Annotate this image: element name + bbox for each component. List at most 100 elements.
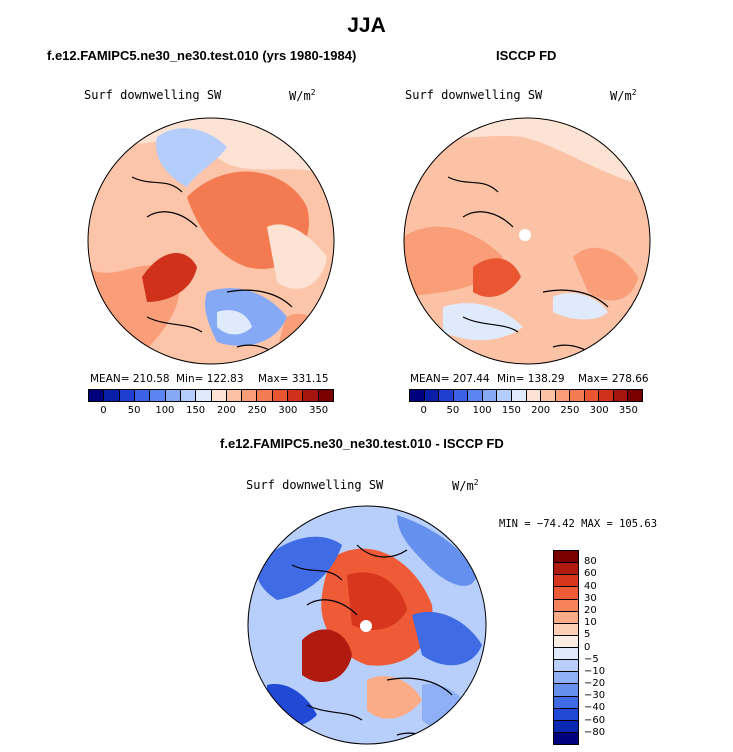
colorbar-tick-label: 250 xyxy=(247,405,267,416)
colorbar-tick-label: 10 xyxy=(584,617,597,629)
colorbar-swatch xyxy=(134,390,151,401)
colorbar-tick-label: 300 xyxy=(589,405,609,416)
panel1-map xyxy=(87,117,335,365)
colorbar-tick-label: 100 xyxy=(472,405,492,416)
colorbar-swatch xyxy=(554,623,578,636)
colorbar-swatch xyxy=(554,672,578,685)
panel2-colorbar-ticks: 0 50 100 150 200 250 300 350 xyxy=(409,405,643,419)
panel3-colorbar-ticks: 80 60 40 30 20 10 5 0 −5 −10 −20 −30 −40 −60 −80 xyxy=(584,550,624,745)
colorbar-tick-label: −10 xyxy=(584,665,606,677)
colorbar-tick-label: −5 xyxy=(584,653,599,665)
colorbar-swatch xyxy=(439,390,454,401)
panel2-title: ISCCP FD xyxy=(496,48,557,63)
colorbar-tick-label: 0 xyxy=(100,405,107,416)
panel1-variable-label: Surf downwelling SW xyxy=(84,88,222,102)
colorbar-tick-label: 150 xyxy=(186,405,206,416)
colorbar-swatch xyxy=(584,390,600,401)
panel3-colorbar xyxy=(553,550,579,745)
colorbar-swatch xyxy=(89,390,105,401)
colorbar-swatch xyxy=(226,390,243,401)
colorbar-tick-label: −40 xyxy=(584,702,606,714)
colorbar-tick-label: 0 xyxy=(584,641,591,653)
panel1-colorbar xyxy=(88,389,334,402)
colorbar-tick-label: 5 xyxy=(584,629,591,641)
panel2-map xyxy=(403,117,651,365)
colorbar-swatch xyxy=(211,390,227,401)
colorbar-swatch xyxy=(257,390,273,401)
colorbar-swatch xyxy=(196,390,212,401)
colorbar-swatch xyxy=(599,390,614,401)
panel2-colorbar xyxy=(409,389,643,402)
colorbar-swatch xyxy=(541,390,556,401)
colorbar-swatch xyxy=(554,599,578,612)
panel1-min: Min= 122.83 xyxy=(176,373,244,385)
colorbar-swatch xyxy=(288,390,304,401)
colorbar-tick-label: −60 xyxy=(584,714,606,726)
colorbar-tick-label: 50 xyxy=(446,405,460,416)
colorbar-swatch xyxy=(318,390,333,401)
colorbar-swatch xyxy=(554,635,578,648)
figure-title: JJA xyxy=(347,14,386,37)
panel2-min: Min= 138.29 xyxy=(497,373,565,385)
colorbar-swatch xyxy=(554,684,578,697)
colorbar-swatch xyxy=(303,390,319,401)
panel2-units: W/m2 xyxy=(610,88,637,103)
colorbar-swatch xyxy=(424,390,440,401)
colorbar-tick-label: 250 xyxy=(560,405,580,416)
colorbar-tick-label: −80 xyxy=(584,726,606,738)
colorbar-swatch xyxy=(180,390,197,401)
colorbar-swatch xyxy=(104,390,120,401)
colorbar-swatch xyxy=(554,551,578,564)
colorbar-swatch xyxy=(272,390,289,401)
colorbar-swatch xyxy=(554,696,578,709)
colorbar-swatch xyxy=(554,575,578,588)
colorbar-swatch xyxy=(570,390,585,401)
colorbar-swatch xyxy=(482,390,498,401)
panel2-max: Max= 278.66 xyxy=(578,373,649,385)
colorbar-swatch xyxy=(628,390,642,401)
colorbar-tick-label: 100 xyxy=(155,405,175,416)
colorbar-swatch xyxy=(511,390,527,401)
panel2-mean: MEAN= 207.44 xyxy=(410,373,490,385)
colorbar-tick-label: 150 xyxy=(501,405,521,416)
colorbar-tick-label: 350 xyxy=(618,405,638,416)
colorbar-tick-label: −30 xyxy=(584,690,606,702)
panel1-title: f.e12.FAMIPC5.ne30_ne30.test.010 (yrs 19… xyxy=(47,48,357,63)
colorbar-swatch xyxy=(554,648,578,661)
colorbar-swatch xyxy=(555,390,571,401)
colorbar-tick-label: 200 xyxy=(216,405,236,416)
colorbar-swatch xyxy=(554,732,578,744)
colorbar-tick-label: −20 xyxy=(584,678,606,690)
colorbar-swatch xyxy=(554,587,578,600)
colorbar-tick-label: 30 xyxy=(584,592,597,604)
colorbar-tick-label: 300 xyxy=(278,405,298,416)
colorbar-tick-label: 0 xyxy=(420,405,427,416)
panel3-variable-label: Surf downwelling SW xyxy=(246,478,384,492)
colorbar-swatch xyxy=(242,390,258,401)
colorbar-swatch xyxy=(410,390,425,401)
colorbar-swatch xyxy=(526,390,542,401)
panel2-variable-label: Surf downwelling SW xyxy=(405,88,543,102)
colorbar-swatch xyxy=(165,390,181,401)
colorbar-tick-label: 20 xyxy=(584,604,597,616)
colorbar-swatch xyxy=(613,390,629,401)
colorbar-tick-label: 40 xyxy=(584,580,597,592)
colorbar-tick-label: 350 xyxy=(309,405,329,416)
panel1-units: W/m2 xyxy=(289,88,316,103)
panel1-colorbar-ticks: 0 50 100 150 200 250 300 350 xyxy=(88,405,334,419)
colorbar-tick-label: 80 xyxy=(584,556,597,568)
colorbar-swatch xyxy=(554,720,578,733)
colorbar-swatch xyxy=(468,390,483,401)
colorbar-swatch xyxy=(453,390,469,401)
colorbar-swatch xyxy=(119,390,135,401)
colorbar-swatch xyxy=(554,708,578,721)
colorbar-tick-label: 60 xyxy=(584,568,597,580)
panel3-units: W/m2 xyxy=(452,478,479,493)
panel1-max: Max= 331.15 xyxy=(258,373,329,385)
panel3-map xyxy=(247,505,487,745)
panel3-title: f.e12.FAMIPC5.ne30_ne30.test.010 - ISCCP… xyxy=(220,436,504,451)
colorbar-swatch xyxy=(554,563,578,576)
colorbar-swatch xyxy=(554,611,578,624)
colorbar-tick-label: 200 xyxy=(531,405,551,416)
panel1-mean: MEAN= 210.58 xyxy=(90,373,170,385)
